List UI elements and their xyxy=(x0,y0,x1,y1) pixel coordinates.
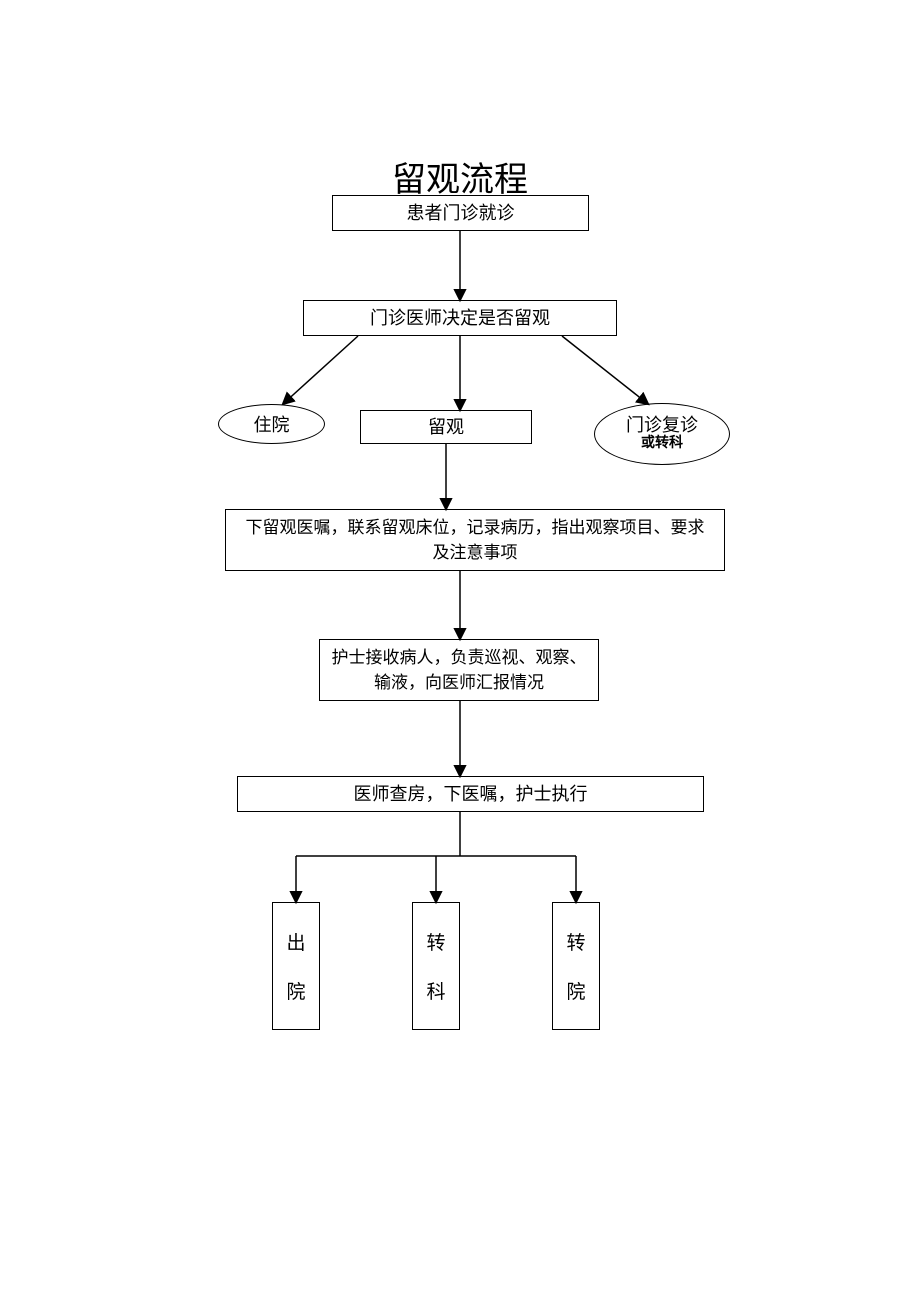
node-label: 下留观医嘱，联系留观床位，记录病历，指出观察项目、要求 及注意事项 xyxy=(246,515,705,566)
node-char: 院 xyxy=(286,977,305,1004)
node-nurse-receive: 护士接收病人，负责巡视、观察、 输液，向医师汇报情况 xyxy=(319,639,599,701)
node-char: 院 xyxy=(566,977,585,1004)
node-label: 医师查房，下医嘱，护士执行 xyxy=(354,781,588,808)
node-outpatient-revisit: 门诊复诊 或转科 xyxy=(594,403,730,465)
node-label: 护士接收病人，负责巡视、观察、 输液，向医师汇报情况 xyxy=(332,645,587,696)
node-label: 患者门诊就诊 xyxy=(407,200,515,227)
node-discharge: 出 院 xyxy=(272,902,320,1030)
node-char: 转 xyxy=(426,928,445,955)
node-char: 转 xyxy=(566,928,585,955)
node-order-and-record: 下留观医嘱，联系留观床位，记录病历，指出观察项目、要求 及注意事项 xyxy=(225,509,725,571)
node-transfer-hospital: 转 院 xyxy=(552,902,600,1030)
flowchart-canvas: 留观流程 患者门诊就诊 门诊医师决定是否留观 住院 留观 门诊复诊 或转科 下留… xyxy=(0,0,920,1301)
node-label: 门诊复诊 xyxy=(626,416,698,436)
node-char: 科 xyxy=(426,977,445,1004)
node-label: 门诊医师决定是否留观 xyxy=(370,305,550,332)
node-doctor-rounds: 医师查房，下医嘱，护士执行 xyxy=(237,776,704,812)
node-doctor-decide: 门诊医师决定是否留观 xyxy=(303,300,617,336)
node-transfer-dept: 转 科 xyxy=(412,902,460,1030)
node-hospitalize: 住院 xyxy=(218,404,325,444)
diagram-title: 留观流程 xyxy=(375,152,545,201)
node-label: 留观 xyxy=(428,414,464,441)
node-observe: 留观 xyxy=(360,410,532,444)
node-patient-visit: 患者门诊就诊 xyxy=(332,195,589,231)
node-label: 住院 xyxy=(254,411,290,437)
node-sublabel: 或转科 xyxy=(641,436,683,451)
node-char: 出 xyxy=(286,928,305,955)
